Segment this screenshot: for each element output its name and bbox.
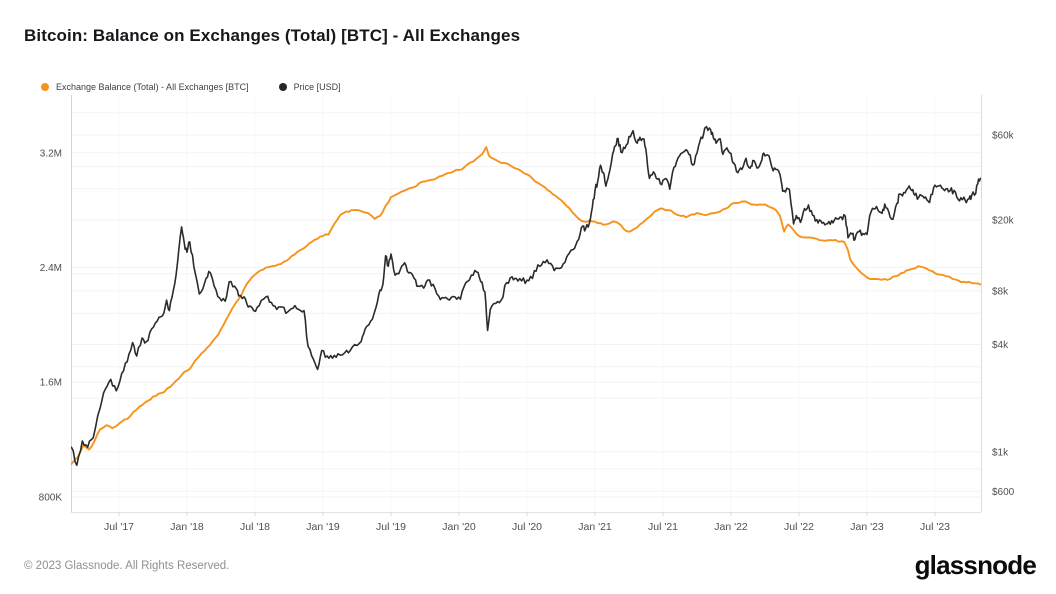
- x-axis-tick-label: Jan '19: [306, 521, 340, 533]
- right-axis-tick-label: $8k: [992, 286, 1009, 297]
- right-axis-tick-label: $1k: [992, 447, 1009, 458]
- right-axis-tick-label: $60k: [992, 131, 1015, 142]
- x-axis-tick-label: Jul '20: [512, 521, 542, 533]
- grid-lines: [71, 95, 981, 512]
- right-axis-tick-label: $600: [992, 487, 1015, 498]
- left-axis-tick-label: 3.2M: [40, 148, 62, 159]
- x-axis-tick-label: Jan '23: [850, 521, 884, 533]
- price-legend-swatch: [278, 83, 287, 91]
- axes: [71, 95, 982, 516]
- right-axis-tick-label: $20k: [992, 216, 1015, 227]
- x-axis-tick-label: Jan '22: [714, 521, 748, 533]
- exchange-balance-line: [71, 146, 981, 465]
- price-line: [71, 125, 981, 467]
- left-axis-tick-label: 2.4M: [40, 263, 62, 274]
- x-axis-tick-label: Jul '21: [648, 521, 678, 533]
- x-axis-tick-label: Jan '18: [170, 521, 204, 533]
- x-axis-tick-label: Jan '20: [442, 521, 476, 533]
- x-axis-tick-label: Jul '22: [784, 521, 814, 533]
- glassnode-logo: glassnode: [914, 550, 1037, 580]
- copyright-text: © 2023 Glassnode. All Rights Reserved.: [24, 560, 230, 572]
- x-axis-tick-label: Jan '21: [578, 521, 612, 533]
- x-axis-tick-label: Jul '17: [104, 521, 134, 533]
- legend-item-label: Price [USD]: [293, 82, 341, 92]
- x-axis-tick-label: Jul '19: [376, 521, 406, 533]
- x-axis-tick-label: Jul '23: [920, 521, 950, 533]
- axis-tick-labels: Jul '17 Jan '18 Jul '18 Jan '19 Jul '19 Jan '…: [39, 131, 1015, 533]
- exchange-balance-legend-swatch: [41, 83, 49, 91]
- left-axis-tick-label: 800K: [39, 492, 63, 503]
- legend-item-label: Exchange Balance (Total) - All Exchanges…: [56, 82, 249, 92]
- right-axis-tick-label: $4k: [992, 340, 1009, 351]
- x-axis-tick-label: Jul '18: [240, 521, 270, 533]
- chart-legend: Exchange Balance (Total) - All Exchanges…: [41, 82, 341, 92]
- page-title: Bitcoin: Balance on Exchanges (Total) [B…: [24, 26, 521, 45]
- legend-item-exchange-balance[interactable]: Exchange Balance (Total) - All Exchanges…: [41, 82, 249, 92]
- legend-item-price[interactable]: Price [USD]: [278, 82, 341, 92]
- series-lines: [71, 125, 981, 467]
- left-axis-tick-label: 1.6M: [40, 378, 62, 389]
